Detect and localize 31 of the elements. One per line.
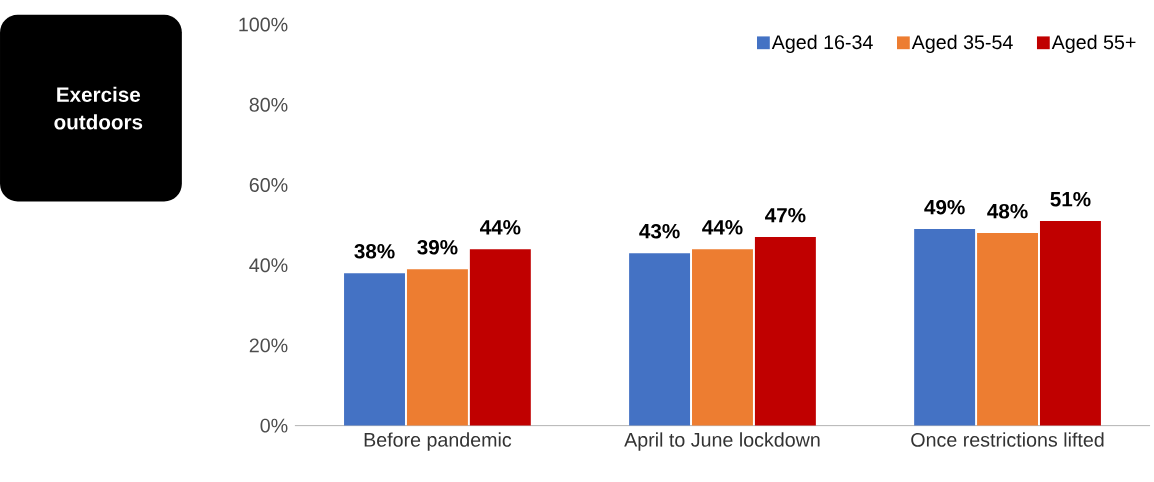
bar [977, 233, 1039, 426]
x-tick-label: Once restrictions lifted [911, 432, 1104, 447]
data-label: 39% [417, 240, 458, 255]
y-tick-label: 40% [249, 258, 288, 273]
legend-label: Aged 35-54 [911, 34, 1013, 54]
bar [629, 253, 691, 426]
data-label: 51% [1050, 192, 1091, 207]
y-tick-label: 80% [249, 97, 288, 112]
legend-label: Aged 55+ [1051, 34, 1136, 54]
bar [1039, 221, 1101, 426]
data-label: 49% [924, 200, 965, 215]
data-label: 48% [987, 204, 1028, 219]
data-label: 38% [354, 244, 395, 259]
data-label: 47% [765, 208, 806, 223]
bar [914, 229, 976, 426]
x-tick-label: Before pandemic [364, 432, 512, 451]
x-tick-label: April to June lockdown [624, 432, 820, 451]
data-label: 44% [479, 220, 521, 235]
bar [754, 237, 816, 426]
text: Exercise outdoors [54, 86, 143, 130]
y-tick-label: 60% [249, 178, 288, 193]
y-tick-label: 20% [249, 338, 288, 353]
y-tick-label: 0% [260, 418, 288, 433]
y-tick-label: 100% [239, 17, 288, 32]
bar [469, 249, 531, 426]
legend-label: Aged 16-34 [771, 34, 873, 54]
data-label: 44% [702, 220, 743, 235]
bar [344, 273, 405, 426]
data-label: 43% [639, 224, 680, 239]
bar [406, 269, 468, 426]
bar [692, 249, 753, 426]
